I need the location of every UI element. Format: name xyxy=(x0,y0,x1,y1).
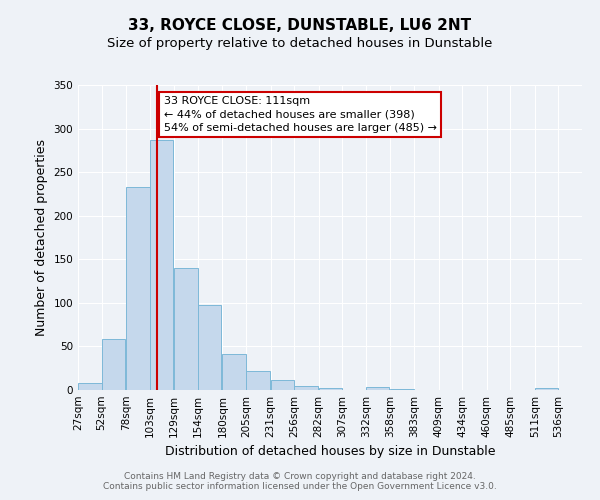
Bar xyxy=(319,388,342,390)
Text: Contains HM Land Registry data © Crown copyright and database right 2024.: Contains HM Land Registry data © Crown c… xyxy=(124,472,476,481)
X-axis label: Distribution of detached houses by size in Dunstable: Distribution of detached houses by size … xyxy=(165,446,495,458)
Bar xyxy=(150,140,173,390)
Bar xyxy=(78,383,101,390)
Bar xyxy=(126,187,150,390)
Bar xyxy=(223,354,246,390)
Y-axis label: Number of detached properties: Number of detached properties xyxy=(35,139,48,336)
Bar xyxy=(174,268,198,390)
Text: 33, ROYCE CLOSE, DUNSTABLE, LU6 2NT: 33, ROYCE CLOSE, DUNSTABLE, LU6 2NT xyxy=(128,18,472,32)
Bar xyxy=(271,380,294,390)
Text: Size of property relative to detached houses in Dunstable: Size of property relative to detached ho… xyxy=(107,38,493,51)
Bar xyxy=(198,304,221,390)
Bar xyxy=(101,340,125,390)
Bar xyxy=(535,388,559,390)
Text: 33 ROYCE CLOSE: 111sqm
← 44% of detached houses are smaller (398)
54% of semi-de: 33 ROYCE CLOSE: 111sqm ← 44% of detached… xyxy=(164,96,437,132)
Bar xyxy=(366,388,389,390)
Bar xyxy=(391,389,414,390)
Bar xyxy=(294,386,318,390)
Text: Contains public sector information licensed under the Open Government Licence v3: Contains public sector information licen… xyxy=(103,482,497,491)
Bar xyxy=(246,371,269,390)
